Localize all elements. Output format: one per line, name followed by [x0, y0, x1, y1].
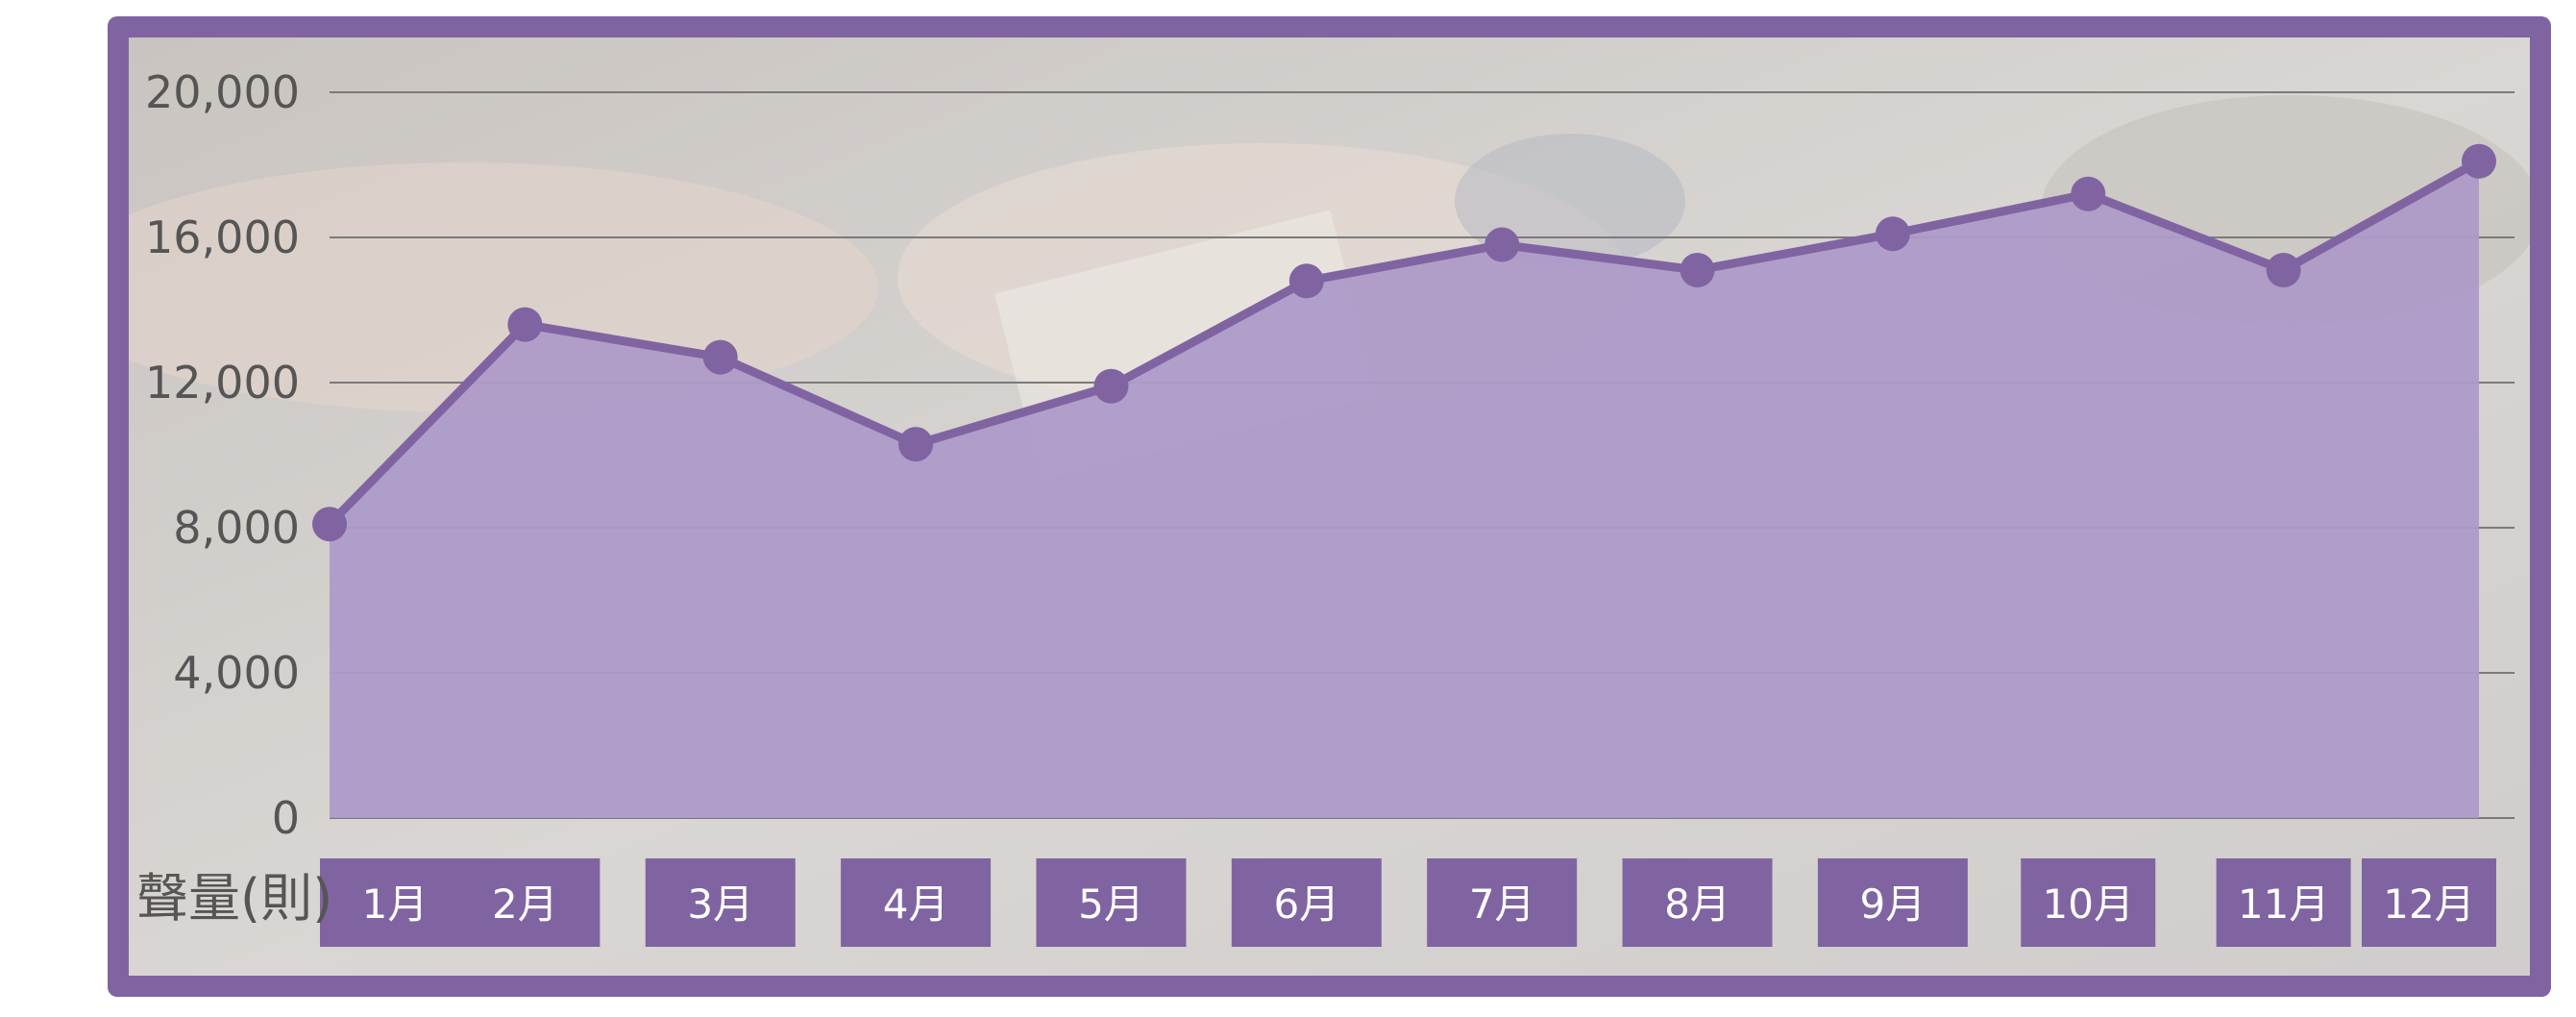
y-axis-ticks: 0 4,000 8,000 12,000 16,000 20,000 [145, 66, 300, 844]
y-tick-label: 16,000 [145, 211, 300, 263]
y-tick-label: 4,000 [173, 647, 300, 699]
data-point [1875, 216, 1910, 252]
x-label-box [2021, 858, 2156, 947]
x-tick-label: 1月 [362, 881, 429, 928]
data-point [2462, 143, 2496, 179]
x-tick-label: 2月 [492, 881, 558, 928]
x-tick-label: 11月 [2238, 881, 2329, 928]
x-tick-label: 12月 [2383, 881, 2474, 928]
data-point [1288, 263, 1324, 299]
data-point [2071, 176, 2106, 211]
x-label-box [320, 858, 470, 947]
x-label-box [1427, 858, 1578, 947]
x-tick-label: 7月 [1469, 881, 1535, 928]
area-fill [330, 161, 2479, 819]
y-tick-label: 20,000 [145, 66, 300, 118]
x-label-box [1036, 858, 1187, 947]
data-point [898, 427, 934, 462]
x-tick-label: 9月 [1860, 881, 1926, 928]
x-label-box [1817, 858, 1968, 947]
x-tick-label: 8月 [1664, 881, 1730, 928]
x-tick-label: 6月 [1273, 881, 1339, 928]
series-line [326, 157, 2482, 528]
x-label-box [450, 858, 601, 947]
x-label-box [2362, 858, 2496, 947]
x-label-box [1622, 858, 1773, 947]
x-label-box [2216, 858, 2351, 947]
data-point [1680, 252, 1715, 287]
x-label-box [645, 858, 796, 947]
data-point [312, 507, 347, 542]
x-tick-label: 10月 [2043, 881, 2134, 928]
y-tick-label: 0 [272, 792, 300, 844]
data-point [507, 307, 543, 342]
data-point [2266, 252, 2301, 287]
series-area [312, 143, 2496, 819]
x-axis-labels: 1月 2月 3月 4月 5月 6月 7月 8月 9月 10月 11月 12月 [320, 858, 2496, 947]
data-point [702, 339, 738, 375]
x-tick-label: 4月 [883, 881, 949, 928]
x-tick-label: 3月 [687, 881, 753, 928]
x-tick-label: 5月 [1078, 881, 1144, 928]
x-label-box [841, 858, 992, 947]
y-tick-label: 12,000 [145, 357, 300, 409]
data-point [1484, 227, 1520, 262]
data-point [1093, 368, 1129, 404]
y-tick-label: 8,000 [173, 502, 300, 554]
x-label-box [1231, 858, 1382, 947]
axis-label: 聲量(則) [136, 868, 332, 929]
